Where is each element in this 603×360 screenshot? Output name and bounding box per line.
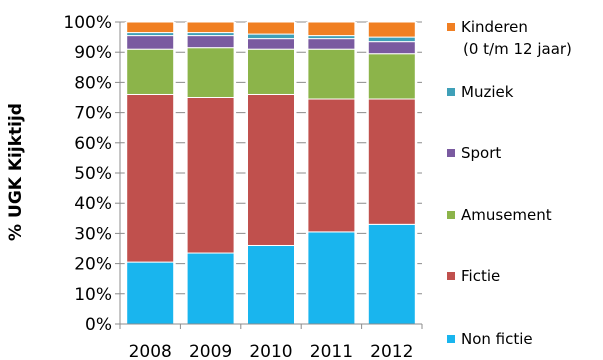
legend-label: Non fictie <box>461 330 533 348</box>
bar-segment <box>186 252 235 325</box>
y-tick-label: 0% <box>85 315 112 335</box>
bar-segment <box>186 21 235 34</box>
bar-segment <box>126 261 175 325</box>
bar-segment <box>247 48 295 95</box>
axes <box>115 21 423 329</box>
bar-segment <box>307 231 356 325</box>
bar-segment <box>247 21 295 35</box>
legend-label: Fictie <box>461 267 500 285</box>
legend-swatch <box>447 211 455 219</box>
legend-label: Muziek <box>461 83 514 101</box>
x-tick-label: 2009 <box>189 342 232 360</box>
y-tick-label: 20% <box>74 255 112 275</box>
y-tick-label: 100% <box>63 13 112 33</box>
y-tick-label: 70% <box>74 104 112 124</box>
bar-segment <box>247 93 295 246</box>
y-tick-labels: 0% 10% 20% 30% 40% 50% 60% 70% 80% 90% 100% <box>63 13 112 335</box>
legend-swatch <box>447 149 455 157</box>
y-tick-label: 30% <box>74 224 112 244</box>
bar-segment <box>126 48 175 95</box>
x-tick-label: 2011 <box>310 342 353 360</box>
y-tick-label: 80% <box>74 73 112 93</box>
bar-segment <box>186 47 235 98</box>
legend-swatch <box>447 335 455 343</box>
bar-segment <box>126 35 175 50</box>
y-tick-label: 90% <box>74 43 112 63</box>
bar-segment <box>247 38 295 50</box>
y-tick-label: 50% <box>74 164 112 184</box>
legend-label-line2: (0 t/m 12 jaar) <box>463 40 572 58</box>
legend-swatch <box>447 88 455 96</box>
bar-segment <box>307 48 356 100</box>
legend-label: Kinderen <box>461 18 528 36</box>
bar-segment <box>126 21 175 34</box>
bar-segment <box>126 93 175 263</box>
bar-segment <box>247 33 295 40</box>
bar-segment <box>367 223 416 325</box>
x-tick-label: 2012 <box>370 342 413 360</box>
bar-segment <box>367 36 416 43</box>
bar-segment <box>367 41 416 55</box>
legend: Kinderen (0 t/m 12 jaar) Muziek Sport Amusem… <box>447 18 572 348</box>
y-tick-label: 40% <box>74 194 112 214</box>
legend-label: Sport <box>461 144 501 162</box>
y-tick-label: 10% <box>74 285 112 305</box>
bar-segment <box>367 98 416 225</box>
legend-swatch <box>447 23 455 31</box>
bar-segment <box>307 21 356 37</box>
bar-segment <box>186 35 235 49</box>
bar-segment <box>307 38 356 50</box>
x-tick-labels: 2008 2009 2010 2011 2012 <box>129 342 414 360</box>
y-axis-title: % UGK Kijktijd <box>6 103 26 241</box>
bar-segment <box>307 98 356 233</box>
legend-label: Amusement <box>461 206 552 224</box>
bar-segment <box>367 21 416 38</box>
bar-segment <box>367 53 416 100</box>
x-tick-label: 2008 <box>129 342 172 360</box>
bars <box>124 21 418 325</box>
bar-segment <box>186 97 235 254</box>
legend-swatch <box>447 272 455 280</box>
x-tick-label: 2010 <box>249 342 292 360</box>
bar-segment <box>247 244 295 325</box>
y-tick-label: 60% <box>74 134 112 154</box>
